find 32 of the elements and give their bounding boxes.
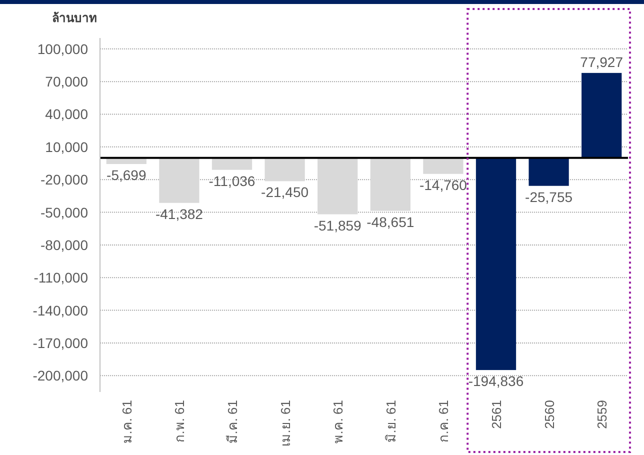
data-label: -51,859 — [314, 217, 362, 234]
x-tick-label: มี.ค. 61 — [225, 400, 240, 444]
data-label: -25,755 — [525, 188, 573, 205]
y-tick-label: -20,000 — [40, 172, 88, 188]
y-tick-label: 40,000 — [45, 106, 88, 122]
y-tick-label: -110,000 — [34, 270, 88, 286]
y-tick-label: 100,000 — [37, 40, 88, 57]
x-tick-label: 2561 — [489, 400, 504, 429]
x-tick-label: 2559 — [594, 400, 610, 429]
y-tick-label: 70,000 — [45, 74, 88, 90]
x-tick-label: ม.ค. 61 — [119, 400, 134, 444]
y-tick-label: -50,000 — [40, 204, 88, 220]
data-label: -41,382 — [155, 206, 204, 222]
data-label: -14,760 — [419, 176, 468, 193]
y-tick-label: -80,000 — [40, 236, 88, 253]
y-tick-label: 10,000 — [45, 138, 88, 155]
x-tick-label: พ.ค. 61 — [330, 400, 346, 444]
y-axis-title: ล้านบาท — [52, 11, 97, 25]
data-label: -48,651 — [366, 214, 414, 230]
data-label: -11,036 — [208, 172, 256, 189]
data-label: -194,836 — [468, 373, 524, 390]
x-tick-label: ก.ค. 61 — [436, 400, 452, 442]
data-label: -21,450 — [261, 184, 309, 200]
x-tick-label: 2560 — [542, 400, 557, 429]
data-label: 77,927 — [580, 54, 624, 70]
x-tick-label: ก.พ. 61 — [172, 400, 188, 442]
y-tick-label: -140,000 — [32, 302, 88, 318]
x-tick-label: มิ.ย. 61 — [383, 400, 398, 442]
y-tick-label: -170,000 — [32, 334, 88, 351]
y-tick-label: -200,000 — [32, 368, 88, 384]
x-tick-label: เม.ย. 61 — [278, 400, 293, 446]
data-label: -5,699 — [106, 167, 146, 184]
